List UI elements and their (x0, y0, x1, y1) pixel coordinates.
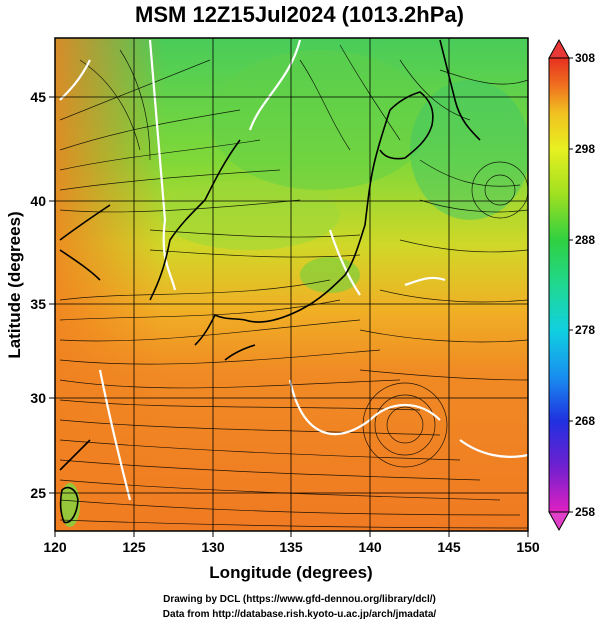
axis-ticks (49, 96, 529, 537)
x-axis-label: Longitude (degrees) (209, 563, 372, 582)
y-tick-label: 40 (30, 193, 46, 209)
colorbar-min-arrow (548, 511, 570, 532)
x-tick-label: 125 (122, 539, 146, 555)
colorbar-tick-label: 258 (575, 505, 595, 519)
y-tick-label: 25 (30, 485, 46, 501)
credit-drawing: Drawing by DCL (https://www.gfd-dennou.o… (163, 594, 436, 605)
y-tick-label: 35 (30, 296, 46, 312)
colorbar-tick-label: 288 (575, 233, 595, 247)
colorbar-tick-label: 268 (575, 414, 595, 428)
colorbar: 308 298 288 278 268 258 (548, 38, 595, 532)
credit-data: Data from http://database.rish.kyoto-u.a… (162, 609, 437, 620)
colorbar-max-arrow (548, 38, 570, 59)
map-title: MSM 12Z15Jul2024 (1013.2hPa) (135, 2, 464, 27)
x-tick-label: 145 (437, 539, 461, 555)
colorbar-tick-label: 278 (575, 323, 595, 337)
coastlines (59, 39, 481, 524)
colorbar-scale (548, 57, 570, 513)
colorbar-tick-label: 308 (575, 51, 595, 65)
y-tick-label: 45 (30, 89, 46, 105)
x-tick-label: 135 (279, 539, 303, 555)
x-tick-label: 120 (43, 539, 67, 555)
colorbar-tick-label: 298 (575, 142, 595, 156)
y-tick-label: 30 (30, 390, 46, 406)
y-axis-label: Latitude (degrees) (5, 211, 24, 358)
x-tick-label: 140 (358, 539, 382, 555)
x-tick-label: 130 (201, 539, 225, 555)
map-grid (55, 38, 528, 531)
wind-streamlines (59, 44, 528, 529)
x-tick-label: 150 (516, 539, 540, 555)
